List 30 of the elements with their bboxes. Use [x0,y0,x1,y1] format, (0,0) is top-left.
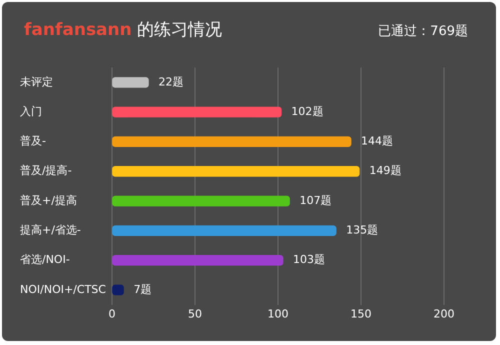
data-label: 22题 [158,75,184,88]
data-label: 149题 [369,164,402,178]
chart-title: fanfansann 的练习情况 [24,19,222,41]
data-label: 102题 [291,104,324,118]
bar [112,166,360,177]
data-label: 144题 [361,134,394,148]
bar [112,254,284,266]
bar [112,225,336,236]
y-tick-label: 普及/提高- [20,164,72,178]
bar [112,77,149,88]
y-tick-label: 普及+/提高 [20,194,77,207]
bar [112,196,290,206]
y-tick-label: 省选/NOI- [20,253,70,266]
data-label: 103题 [292,253,325,266]
y-tick-label: NOI/NOI+/CTSC [20,282,106,296]
chart-subtitle: 已通过：769题 [378,23,468,40]
y-tick-label: 普及- [20,134,46,148]
x-tick-label: 200 [434,307,454,320]
data-label: 7题 [134,282,152,296]
x-tick-label: 150 [350,307,372,320]
x-tick-label: 0 [108,307,116,320]
y-tick-label: 入门 [20,104,42,118]
x-tick-label: 50 [188,307,202,320]
data-label: 107题 [300,194,332,207]
y-tick-label: 提高+/省选- [20,224,81,237]
bar [112,136,352,148]
y-tick-label: 未评定 [20,75,53,88]
bar [112,106,282,118]
x-tick-label: 100 [267,307,288,320]
data-label: 135题 [346,224,378,237]
